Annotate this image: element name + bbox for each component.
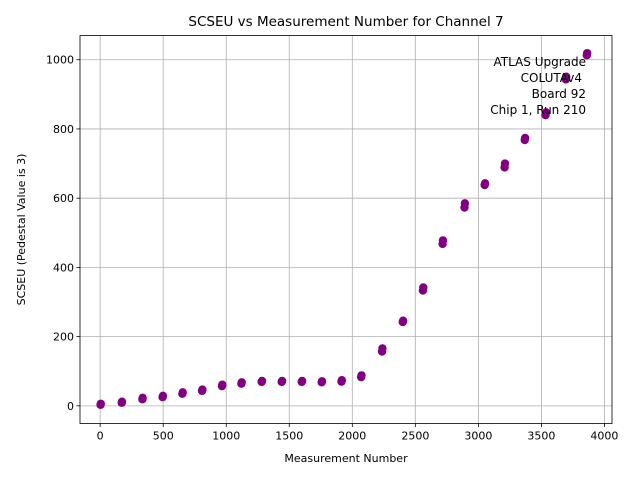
data-point — [378, 344, 387, 353]
data-point — [500, 159, 510, 168]
grid-lines — [80, 35, 612, 424]
y-axis-label: SCSEU (Pedestal Value is 3) — [15, 154, 28, 306]
data-point — [562, 72, 571, 81]
data-point — [198, 385, 207, 394]
axes-frame — [79, 35, 613, 424]
y-tick-label: 200 — [53, 331, 74, 344]
y-ticks: 0 200 400 600 800 1000 — [46, 54, 80, 413]
y-tick-label: 600 — [53, 192, 74, 205]
x-tick-label: 4000 — [590, 430, 618, 443]
data-point — [520, 133, 530, 143]
data-point — [317, 377, 327, 386]
x-tick-label: 3000 — [464, 430, 492, 443]
annotation-line-1: ATLAS Upgrade — [493, 55, 586, 69]
data-point — [158, 391, 168, 401]
data-point — [337, 376, 347, 385]
data-point — [297, 376, 307, 386]
data-points — [96, 48, 592, 410]
data-point — [178, 388, 187, 397]
data-point — [582, 48, 592, 58]
data-point — [138, 393, 147, 403]
data-point — [438, 236, 448, 245]
data-point — [257, 376, 267, 386]
x-ticks: 0 500 1000 1500 2000 2500 3000 3500 4000 — [97, 423, 618, 443]
data-point — [218, 380, 227, 389]
x-axis-label: Measurement Number — [284, 452, 408, 465]
x-tick-label: 3500 — [527, 430, 555, 443]
data-point — [419, 283, 428, 292]
x-tick-label: 1000 — [212, 430, 240, 443]
y-tick-label: 800 — [53, 123, 74, 136]
x-tick-label: 1500 — [275, 430, 303, 443]
annotation-line-3: Board 92 — [532, 87, 586, 101]
y-tick-label: 0 — [67, 400, 74, 413]
x-tick-label: 500 — [153, 430, 174, 443]
data-point — [237, 378, 246, 387]
y-tick-label: 400 — [53, 261, 74, 274]
annotation-box: ATLAS Upgrade COLUTAv4 Board 92 Chip 1, … — [490, 55, 586, 117]
annotation-line-2: COLUTAv4 — [521, 71, 582, 85]
data-point — [398, 316, 408, 325]
data-point — [480, 179, 490, 188]
data-point — [460, 199, 470, 208]
x-tick-label: 2000 — [338, 430, 366, 443]
annotation-line-4: Chip 1, Run 210 — [490, 103, 586, 117]
y-tick-label: 1000 — [46, 54, 74, 67]
data-point — [541, 108, 551, 117]
data-point — [277, 376, 287, 386]
data-point — [96, 399, 106, 408]
chart-title: SCSEU vs Measurement Number for Channel … — [188, 14, 503, 30]
data-point — [117, 397, 127, 406]
x-tick-label: 0 — [97, 430, 104, 443]
data-point — [357, 371, 366, 380]
x-tick-label: 2500 — [401, 430, 429, 443]
